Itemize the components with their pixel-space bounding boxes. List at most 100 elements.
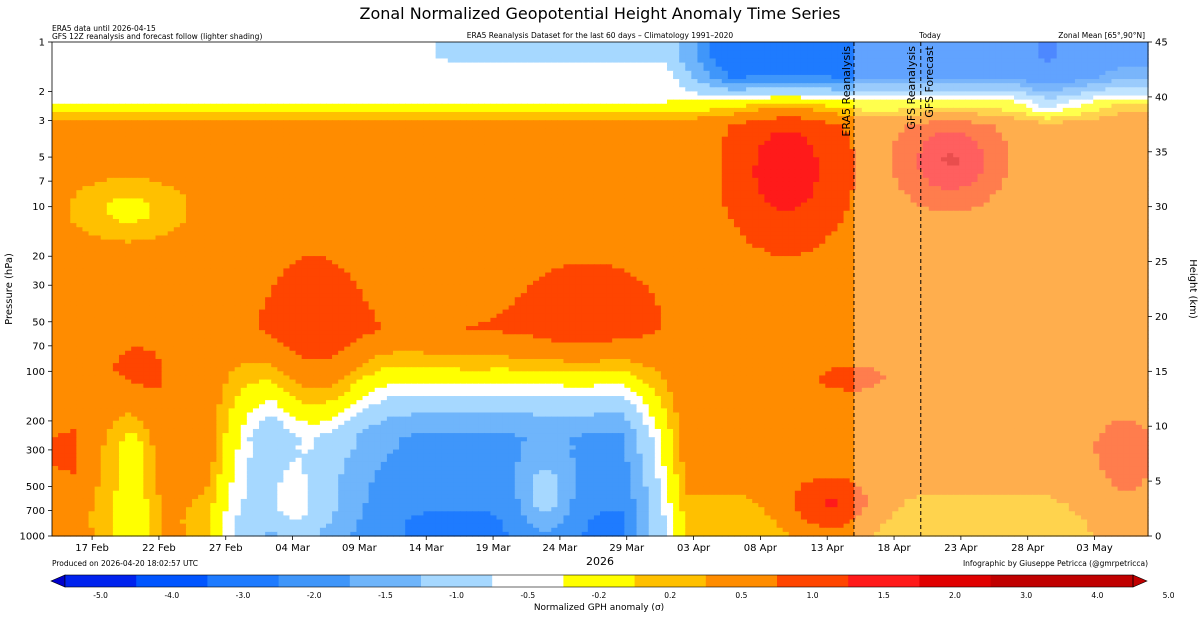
- field-cell: [94, 95, 102, 101]
- field-cell: [234, 140, 242, 146]
- field-cell: [149, 83, 157, 88]
- field-cell: [490, 128, 498, 134]
- field-cell: [58, 111, 65, 117]
- field-cell: [1068, 70, 1076, 76]
- field-cell: [332, 116, 339, 121]
- field-cell: [520, 87, 528, 92]
- field-cell: [904, 144, 912, 150]
- field-cell: [874, 120, 881, 125]
- field-cell: [520, 99, 528, 105]
- field-cell: [173, 58, 181, 64]
- field-cell: [502, 149, 510, 154]
- field-cell: [977, 58, 985, 64]
- field-cell: [953, 83, 960, 88]
- field-cell: [995, 79, 1003, 84]
- field-cell: [131, 128, 138, 134]
- field-cell: [867, 136, 875, 142]
- field-cell: [435, 70, 443, 76]
- field-cell: [313, 87, 321, 92]
- field-cell: [630, 42, 638, 47]
- field-cell: [374, 62, 382, 68]
- field-cell: [533, 58, 540, 64]
- field-cell: [636, 62, 644, 68]
- field-cell: [167, 62, 175, 68]
- field-cell: [374, 116, 382, 121]
- field-cell: [630, 91, 638, 97]
- field-cell: [441, 66, 449, 72]
- field-cell: [867, 70, 875, 76]
- field-cell: [459, 74, 467, 80]
- field-cell: [624, 54, 632, 60]
- field-cell: [344, 140, 351, 146]
- field-cell: [76, 140, 84, 146]
- field-cell: [496, 42, 504, 47]
- field-cell: [1068, 58, 1076, 64]
- field-cell: [697, 116, 705, 121]
- field-cell: [447, 128, 455, 134]
- field-cell: [776, 58, 784, 64]
- field-cell: [64, 107, 71, 113]
- field-cell: [746, 132, 753, 138]
- field-cell: [587, 46, 595, 51]
- field-cell: [155, 116, 163, 121]
- field-cell: [721, 95, 729, 101]
- field-cell: [703, 136, 711, 142]
- field-cell: [904, 95, 912, 101]
- field-cell: [204, 42, 211, 47]
- field-cell: [916, 50, 924, 55]
- field-cell: [691, 111, 699, 117]
- field-cell: [490, 136, 498, 142]
- field-cell: [246, 107, 254, 113]
- field-cell: [332, 136, 339, 142]
- field-cell: [709, 54, 717, 60]
- field-cell: [709, 91, 717, 97]
- field-cell: [813, 62, 820, 68]
- field-cell: [466, 74, 473, 80]
- field-cell: [447, 144, 455, 150]
- field-cell: [551, 136, 558, 142]
- field-cell: [563, 58, 571, 64]
- field-cell: [332, 107, 339, 113]
- field-cell: [636, 70, 644, 76]
- field-cell: [338, 116, 345, 121]
- field-cell: [137, 46, 144, 51]
- field-cell: [143, 132, 151, 138]
- field-cell: [545, 132, 552, 138]
- field-cell: [788, 58, 796, 64]
- field-cell: [240, 91, 248, 97]
- field-cell: [137, 79, 144, 84]
- field-cell: [417, 54, 425, 60]
- field-cell: [94, 58, 102, 64]
- field-cell: [1020, 58, 1027, 64]
- field-cell: [514, 91, 522, 97]
- field-cell: [983, 74, 991, 80]
- field-cell: [849, 120, 857, 125]
- field-cell: [1135, 74, 1143, 80]
- field-cell: [1056, 79, 1064, 84]
- field-cell: [216, 42, 224, 47]
- field-cell: [125, 91, 132, 97]
- field-cell: [867, 149, 875, 154]
- field-cell: [234, 91, 242, 97]
- field-cell: [350, 111, 358, 117]
- field-cell: [295, 79, 303, 84]
- field-cell: [679, 116, 686, 121]
- field-cell: [721, 87, 729, 92]
- field-cell: [423, 136, 431, 142]
- field-cell: [971, 95, 979, 101]
- field-cell: [94, 149, 102, 154]
- field-cell: [466, 128, 473, 134]
- field-cell: [520, 120, 528, 125]
- field-cell: [502, 42, 510, 47]
- field-cell: [1062, 111, 1070, 117]
- field-cell: [898, 107, 906, 113]
- field-cell: [88, 107, 96, 113]
- field-cell: [928, 87, 936, 92]
- field-cell: [392, 132, 400, 138]
- field-cell: [82, 140, 90, 146]
- field-cell: [575, 144, 583, 150]
- field-cell: [216, 46, 224, 51]
- field-cell: [405, 46, 412, 51]
- field-cell: [855, 107, 863, 113]
- field-cell: [185, 149, 193, 154]
